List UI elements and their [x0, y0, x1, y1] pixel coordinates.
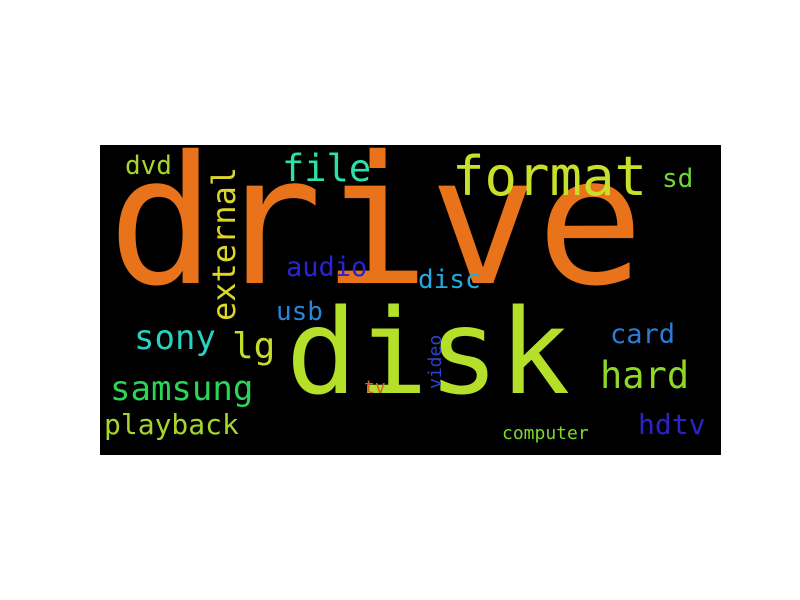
word-dvd: dvd [125, 151, 172, 181]
word-tv: tv [364, 377, 386, 398]
word-video: video [425, 334, 446, 389]
word-lg: lg [232, 326, 276, 367]
word-card: card [610, 319, 676, 350]
word-disc: disc [418, 265, 481, 295]
word-sd: sd [662, 164, 694, 194]
word-samsung: samsung [110, 369, 254, 409]
word-drive: drive [108, 145, 644, 325]
word-disk: disk [286, 283, 571, 421]
word-playback: playback [104, 408, 239, 441]
word-cloud: drive disk format file external dvd sd a… [100, 145, 721, 455]
word-computer: computer [502, 423, 589, 444]
word-usb: usb [276, 297, 323, 327]
word-audio: audio [286, 252, 368, 283]
word-external: external [205, 166, 243, 321]
word-file: file [282, 147, 372, 190]
word-hdtv: hdtv [638, 408, 706, 441]
word-sony: sony [134, 318, 216, 358]
word-hard: hard [600, 354, 690, 397]
word-format: format [452, 145, 648, 208]
